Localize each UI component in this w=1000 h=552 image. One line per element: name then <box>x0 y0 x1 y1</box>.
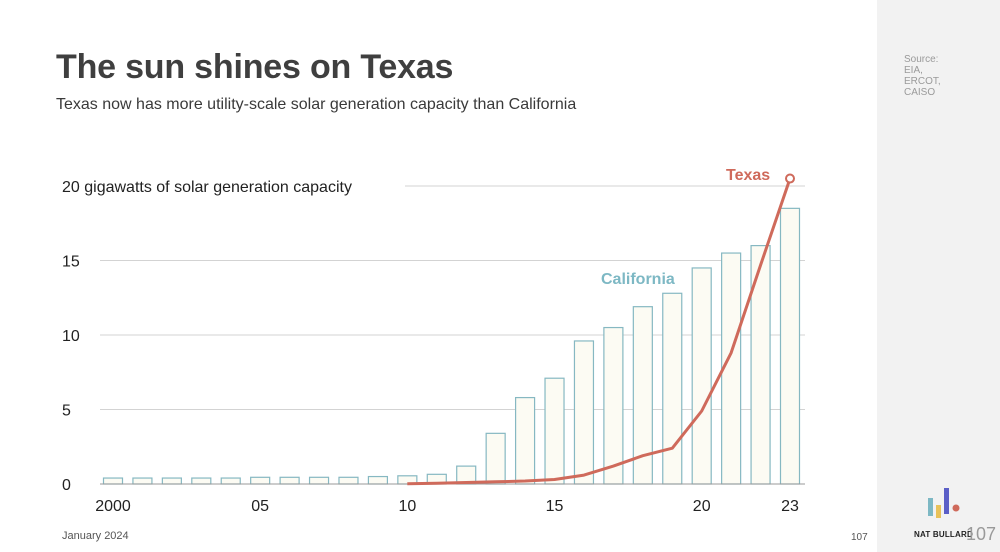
california-bar <box>367 475 389 485</box>
texas-end-marker <box>785 173 795 184</box>
x-tick-labels: 2000 05 10 15 20 23 <box>95 498 799 515</box>
x-tick-label: 23 <box>781 498 799 515</box>
california-bar <box>544 377 565 485</box>
california-bar <box>662 292 683 485</box>
page-subtitle: Texas now has more utility-scale solar g… <box>56 96 577 113</box>
x-tick-label: 15 <box>546 498 564 515</box>
california-bar <box>191 477 212 485</box>
california-bar <box>514 396 536 485</box>
x-tick-label: 05 <box>251 498 269 515</box>
y-tick-labels: 0 5 10 15 20 gigawatts of solar generation c… <box>62 179 352 494</box>
y-tick-label: 0 <box>62 477 71 494</box>
source-note: Source: EIA, ERCOT, CAISO <box>904 54 964 98</box>
footer-date: January 2024 <box>62 530 129 542</box>
sidebar <box>877 0 1000 552</box>
california-bar <box>220 477 241 485</box>
source-line: ERCOT, <box>904 76 941 87</box>
california-series-label: California <box>601 271 675 288</box>
brand-logo-icon <box>928 488 960 518</box>
page-title: The sun shines on Texas <box>56 48 454 86</box>
brand-page-number: 107 <box>966 524 997 544</box>
california-bar <box>161 477 182 485</box>
california-bar <box>132 477 153 485</box>
slide: The sun shines on Texas Texas now has mo… <box>56 48 868 543</box>
california-bar <box>308 476 330 485</box>
source-line: CAISO <box>904 87 936 98</box>
brand-name: NAT BULLARD <box>914 530 973 539</box>
y-tick-label: 20 gigawatts of solar generation capacit… <box>62 179 352 196</box>
y-tick-label: 10 <box>62 328 80 345</box>
california-bar <box>603 326 624 485</box>
source-line: EIA, <box>904 65 923 76</box>
y-tick-label: 15 <box>62 254 80 271</box>
gridlines <box>100 185 805 410</box>
california-bar <box>279 476 300 485</box>
x-tick-label: 20 <box>693 498 711 515</box>
california-bar <box>573 340 595 485</box>
california-bars <box>102 207 801 485</box>
source-line: Source: <box>904 54 939 65</box>
california-bar <box>691 267 712 485</box>
california-bar <box>102 477 124 485</box>
california-bar <box>779 207 801 485</box>
california-bar <box>485 432 506 485</box>
texas-series-label: Texas <box>726 167 770 184</box>
x-tick-label: 10 <box>398 498 416 515</box>
california-bar <box>250 476 271 485</box>
california-bar <box>338 476 359 485</box>
footer-page-number: 107 <box>851 532 868 543</box>
texas-series-line <box>407 178 792 486</box>
y-tick-label: 5 <box>62 403 71 420</box>
x-tick-label: 2000 <box>95 498 131 515</box>
